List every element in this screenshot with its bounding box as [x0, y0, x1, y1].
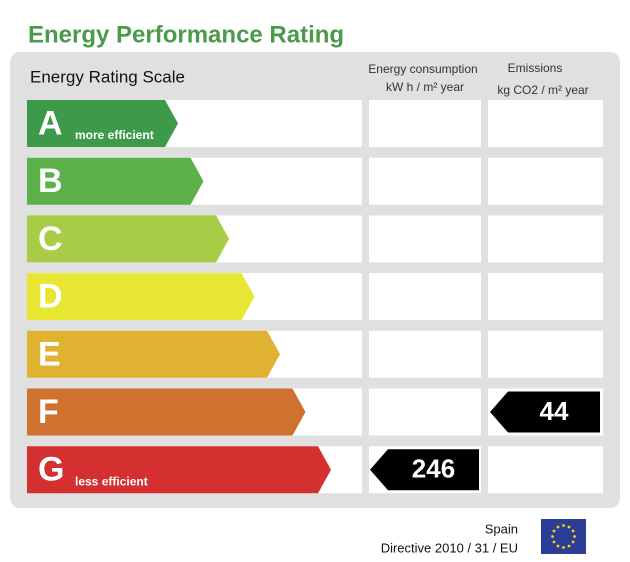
- star: [562, 546, 565, 549]
- rating-arrow: [27, 446, 331, 494]
- star: [571, 529, 575, 533]
- eu-flag: [541, 519, 586, 554]
- star: [556, 525, 560, 529]
- star: [552, 529, 556, 533]
- directive: Directive 2010 / 31 / EU: [381, 540, 518, 555]
- rating-arrow: [27, 215, 229, 263]
- value-label: 44: [540, 396, 569, 426]
- title: Energy Performance Rating: [28, 21, 344, 48]
- emissions-unit: kg CO2 / m² year: [497, 83, 588, 97]
- emissions-cell: [488, 100, 603, 147]
- rating-letter: F: [38, 393, 59, 431]
- consumption-cell: [369, 215, 481, 263]
- emissions-cell: [488, 215, 603, 263]
- emissions-cell: [488, 273, 603, 321]
- emissions-cell: [488, 157, 603, 205]
- consumption-cell: [369, 330, 481, 378]
- rating-note: more efficient: [75, 128, 154, 142]
- star: [551, 535, 554, 538]
- consumption-cell: [369, 157, 481, 205]
- value-marker: [370, 449, 479, 491]
- star: [567, 544, 571, 548]
- emissions-cell: [488, 330, 603, 378]
- consumption-unit: kW h / m² year: [386, 80, 464, 94]
- star: [571, 540, 575, 544]
- rating-letter: G: [38, 451, 64, 489]
- value-marker: [490, 391, 600, 433]
- consumption-header: Energy consumption: [368, 62, 477, 76]
- rating-arrow: [27, 157, 204, 205]
- rating-letter: D: [38, 278, 63, 316]
- consumption-cell: [369, 100, 481, 147]
- star: [567, 525, 571, 529]
- rating-arrow: [27, 330, 280, 378]
- star: [556, 544, 560, 548]
- rating-note: less efficient: [75, 474, 148, 488]
- rating-letter: A: [38, 104, 63, 142]
- consumption-cell: [369, 388, 481, 436]
- rating-letter: E: [38, 335, 61, 373]
- rating-letter: C: [38, 220, 63, 258]
- emissions-cell: [488, 446, 603, 494]
- star: [562, 524, 565, 527]
- value-label: 246: [412, 454, 455, 484]
- star: [573, 535, 576, 538]
- consumption-cell: [369, 273, 481, 321]
- star: [552, 540, 556, 544]
- rating-arrow: [27, 388, 306, 436]
- scale-label: Energy Rating Scale: [30, 67, 185, 86]
- rating-arrow: [27, 100, 178, 147]
- rating-letter: B: [38, 162, 63, 200]
- country: Spain: [485, 521, 518, 536]
- emissions-header: Emissions: [508, 61, 563, 75]
- rating-arrow: [27, 273, 255, 321]
